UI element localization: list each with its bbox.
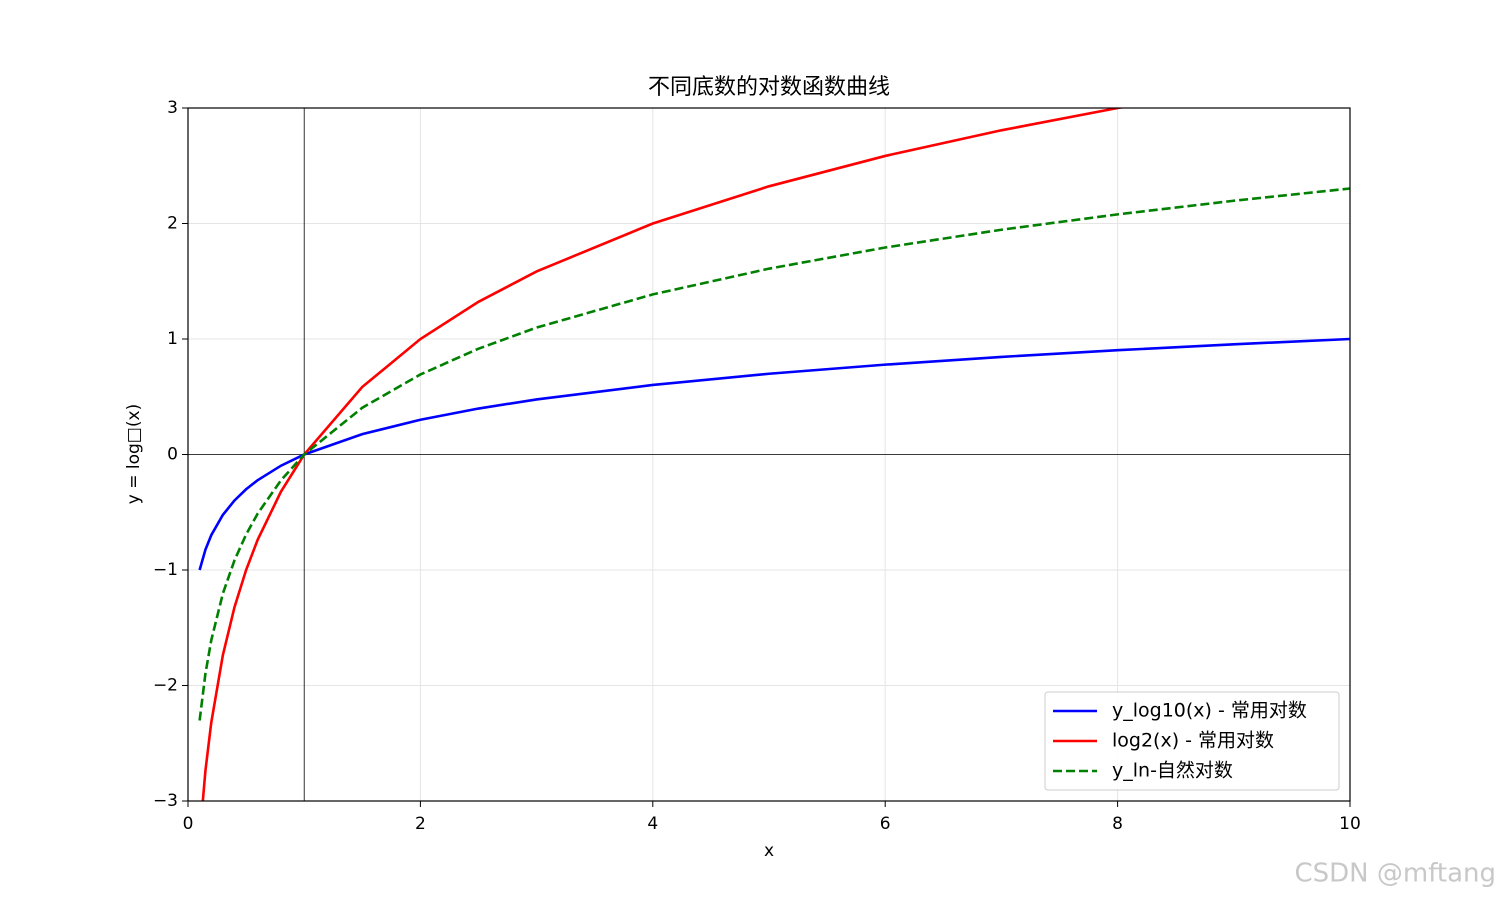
x-tick-label: 6 — [880, 814, 891, 834]
y-tick-label: −2 — [153, 676, 178, 696]
y-tick-label: −3 — [153, 791, 178, 811]
series-line — [198, 337, 1350, 571]
y-axis-label: y = log□(x) — [124, 404, 144, 504]
x-tick-label: 2 — [415, 814, 426, 834]
legend-box — [1044, 691, 1340, 791]
y-tick-label: 0 — [167, 445, 178, 465]
y-tick-label: 2 — [167, 214, 178, 234]
x-tick-label: 4 — [647, 814, 658, 834]
x-axis-label: x — [764, 841, 774, 861]
x-tick-label: 0 — [183, 814, 194, 834]
series-line — [198, 187, 1350, 721]
y-tick-label: −1 — [153, 560, 178, 580]
legend-label: y_log10(x) - 常用对数 — [1112, 700, 1307, 722]
legend-label: log2(x) - 常用对数 — [1112, 730, 1274, 752]
plot-frame — [187, 107, 1351, 802]
x-tick-label: 8 — [1112, 814, 1123, 834]
x-tick-label: 10 — [1339, 814, 1361, 834]
series-line — [201, 108, 1126, 801]
y-tick-label: 3 — [167, 98, 178, 118]
chart-title: 不同底数的对数函数曲线 — [648, 75, 890, 100]
legend-label: y_ln-自然对数 — [1112, 760, 1233, 782]
watermark: CSDN @mftang — [1294, 859, 1496, 889]
y-tick-label: 1 — [167, 329, 178, 349]
